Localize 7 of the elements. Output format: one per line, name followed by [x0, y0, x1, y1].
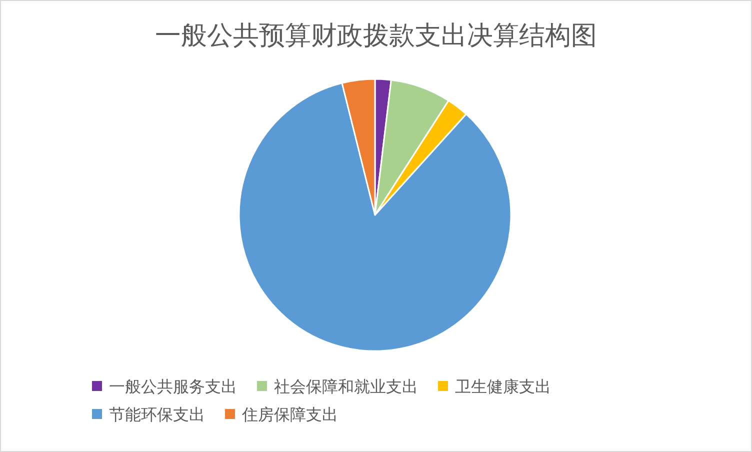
chart-title: 一般公共预算财政拨款支出决算结构图	[155, 21, 597, 51]
legend-label: 住房保障支出	[241, 405, 338, 424]
legend-label: 一般公共服务支出	[109, 377, 237, 396]
pie-slice	[238, 82, 512, 352]
legend-label: 节能环保支出	[109, 405, 205, 424]
legend-label: 社会保障和就业支出	[274, 377, 418, 396]
legend-label: 卫生健康支出	[455, 377, 551, 396]
